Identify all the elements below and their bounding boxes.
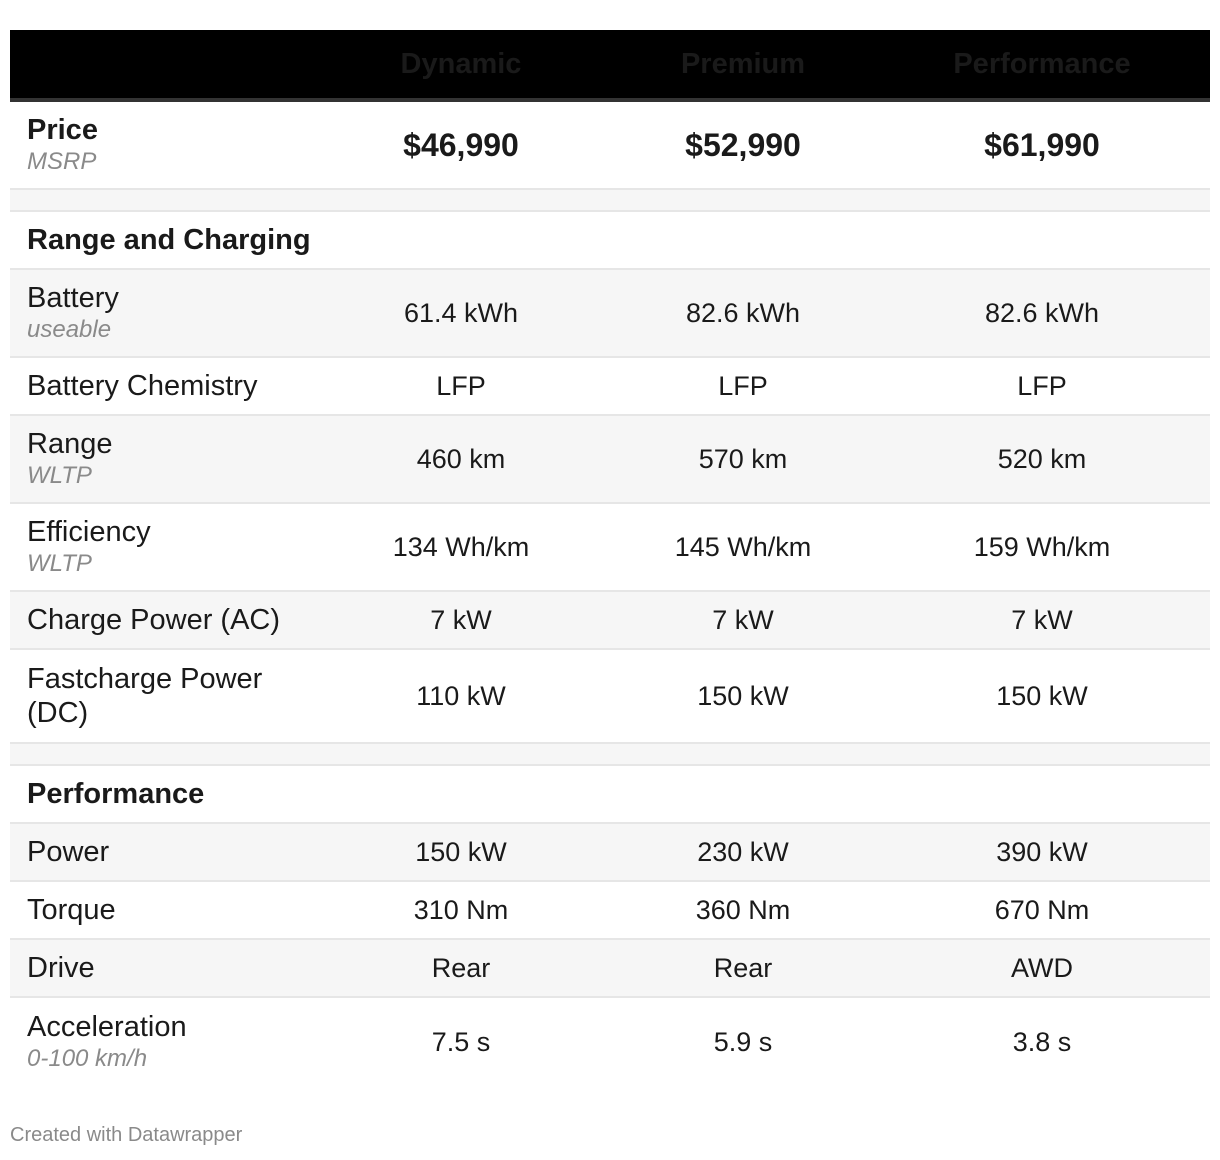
table-row: Acceleration 0-100 km/h 7.5 s 5.9 s 3.8 … [10,998,1210,1086]
table-header: Dynamic Premium Performance [10,30,1210,102]
table-cell: 520 km [997,443,1087,474]
row-label: Fastcharge Power (DC) [10,662,310,730]
table-cell: 390 kW [996,836,1088,867]
table-cell: 145 Wh/km [674,531,812,562]
table-row: Power 150 kW 230 kW 390 kW [10,824,1210,882]
table-cell: 310 Nm [413,894,509,925]
table-cell: $46,990 [403,126,519,163]
table-cell: 670 Nm [994,894,1090,925]
table-row: Battery useable 61.4 kWh 82.6 kWh 82.6 k… [10,270,1210,358]
row-label: Power [10,835,310,869]
table-cell: 570 km [698,443,788,474]
column-header-dynamic: Dynamic [400,47,522,80]
table-cell: 82.6 kWh [685,297,801,328]
attribution-footer: Created with Datawrapper [10,1124,243,1146]
table-cell: $61,990 [984,126,1100,163]
row-label: Torque [10,893,310,927]
table-cell: 3.8 s [1012,1026,1072,1057]
table-cell: 150 kW [996,680,1088,711]
table-cell: Rear [431,952,491,983]
row-label: Range WLTP [10,427,310,491]
table-cell: 150 kW [697,680,789,711]
row-label-main: Efficiency [27,516,151,548]
table-cell: Rear [713,952,773,983]
table-cell: 82.6 kWh [984,297,1100,328]
section-title: Performance [27,777,205,810]
table-cell: $52,990 [685,126,801,163]
row-label: Battery useable [10,281,310,345]
column-header-performance: Performance [953,47,1131,80]
table-cell: 230 kW [697,836,789,867]
row-label-main: Drive [27,952,95,984]
row-label-main: Acceleration [27,1011,187,1043]
table-cell: 134 Wh/km [392,531,530,562]
row-label-main: Range [27,428,113,460]
row-label: Battery Chemistry [10,369,310,403]
row-label-main: Price [27,114,98,146]
section-header-performance: Performance [10,766,1210,824]
table-cell: 110 kW [416,680,506,711]
row-label-main: Torque [27,894,116,926]
column-header-premium: Premium [680,47,806,80]
table-cell: 460 km [416,443,506,474]
section-title: Range and Charging [27,223,311,256]
row-label-main: Battery [27,282,119,314]
row-label-main: Power [27,836,110,868]
table-cell: 150 kW [415,836,507,867]
table-row: Range WLTP 460 km 570 km 520 km [10,416,1210,504]
table-cell: 5.9 s [713,1026,773,1057]
table-cell: LFP [718,370,768,401]
table-row: Fastcharge Power (DC) 110 kW 150 kW 150 … [10,650,1210,744]
row-label-sub: WLTP [27,462,92,489]
table-cell: LFP [1017,370,1067,401]
table-row-price: Price MSRP $46,990 $52,990 $61,990 [10,102,1210,190]
table-cell: 7.5 s [431,1026,491,1057]
table-cell: 159 Wh/km [973,531,1111,562]
section-spacer [10,744,1210,766]
section-header-range-and-charging: Range and Charging [10,212,1210,270]
row-label-sub: WLTP [27,550,92,577]
table-row: Efficiency WLTP 134 Wh/km 145 Wh/km 159 … [10,504,1210,592]
row-label-sub: 0-100 km/h [27,1045,148,1072]
row-label-sub: useable [27,316,112,343]
table-cell: LFP [436,370,486,401]
comparison-table: Dynamic Premium Performance Price MSRP $… [10,30,1210,1086]
row-label: Drive [10,951,310,985]
table-row: Drive Rear Rear AWD [10,940,1210,998]
table-row: Battery Chemistry LFP LFP LFP [10,358,1210,416]
table-cell: 7 kW [1011,604,1073,635]
table-row: Torque 310 Nm 360 Nm 670 Nm [10,882,1210,940]
row-label: Acceleration 0-100 km/h [10,1010,310,1074]
table-cell: 61.4 kWh [403,297,519,328]
row-label: Efficiency WLTP [10,515,310,579]
section-spacer [10,190,1210,212]
row-label: Price MSRP [10,113,310,177]
table-cell: 360 Nm [695,894,791,925]
table-cell: 7 kW [430,604,492,635]
row-label-main: Battery Chemistry [27,370,258,402]
row-label-main: Fastcharge Power (DC) [27,663,263,729]
row-label: Charge Power (AC) [10,603,310,637]
row-label-main: Charge Power (AC) [27,604,281,636]
table-cell: 7 kW [712,604,774,635]
table-row: Charge Power (AC) 7 kW 7 kW 7 kW [10,592,1210,650]
table-cell: AWD [1011,952,1073,983]
row-label-sub: MSRP [27,148,97,175]
